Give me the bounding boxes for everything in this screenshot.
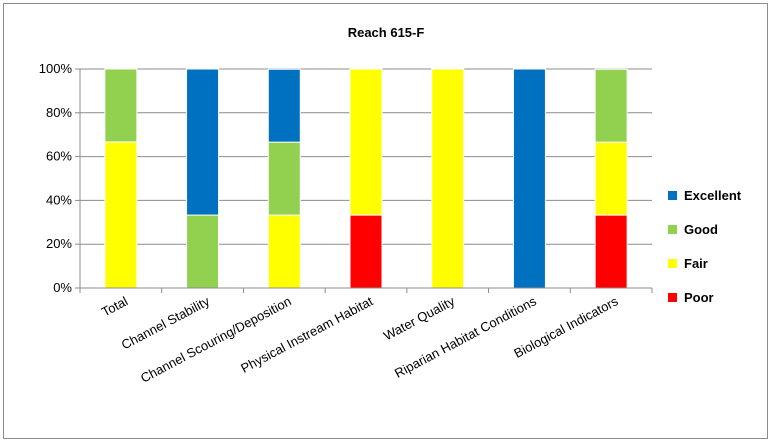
legend-label-poor: Poor <box>684 290 714 305</box>
x-tick-label: Physical Instream Habitat <box>238 293 376 376</box>
y-tick-label: 40% <box>46 192 72 207</box>
bar-segment-good <box>104 68 138 143</box>
y-tick-label: 0% <box>53 280 72 295</box>
bar-segment-excellent <box>512 68 546 289</box>
bar-segment-good <box>267 141 301 216</box>
y-tick-label: 80% <box>46 105 72 120</box>
bar-segment-fair <box>349 68 383 216</box>
legend-swatch-poor <box>668 293 677 302</box>
bar-segment-poor <box>594 214 628 289</box>
legend-swatch-fair <box>668 259 677 268</box>
bars <box>104 68 628 289</box>
bar-segment-excellent <box>267 68 301 143</box>
bar-segment-excellent <box>186 68 220 216</box>
legend-swatch-excellent <box>668 191 677 200</box>
bar-segment-fair <box>267 214 301 289</box>
x-tick-label: Total <box>99 293 130 319</box>
bar-segment-good <box>594 68 628 143</box>
bar-segment-good <box>186 214 220 289</box>
bar-segment-fair <box>104 141 138 289</box>
legend-label-excellent: Excellent <box>684 188 742 203</box>
bar-segment-fair <box>431 68 465 289</box>
bar-segment-poor <box>349 214 383 289</box>
y-tick-label: 60% <box>46 149 72 164</box>
x-tick-label: Riparian Habitat Conditions <box>392 293 539 381</box>
bar-segment-fair <box>594 141 628 216</box>
legend-label-fair: Fair <box>684 256 708 271</box>
legend: Excellent Good Fair Poor <box>668 188 742 305</box>
y-tick-label: 20% <box>46 236 72 251</box>
y-tick-label: 100% <box>39 61 73 76</box>
chart-title: Reach 615-F <box>348 25 425 40</box>
legend-swatch-good <box>668 225 677 234</box>
legend-label-good: Good <box>684 222 718 237</box>
y-axis: 0% 20% 40% 60% 80% 100% <box>39 61 81 295</box>
x-tick-label: Water Quality <box>381 293 458 343</box>
x-tick-label: Channel Scouring/Deposition <box>138 293 294 385</box>
